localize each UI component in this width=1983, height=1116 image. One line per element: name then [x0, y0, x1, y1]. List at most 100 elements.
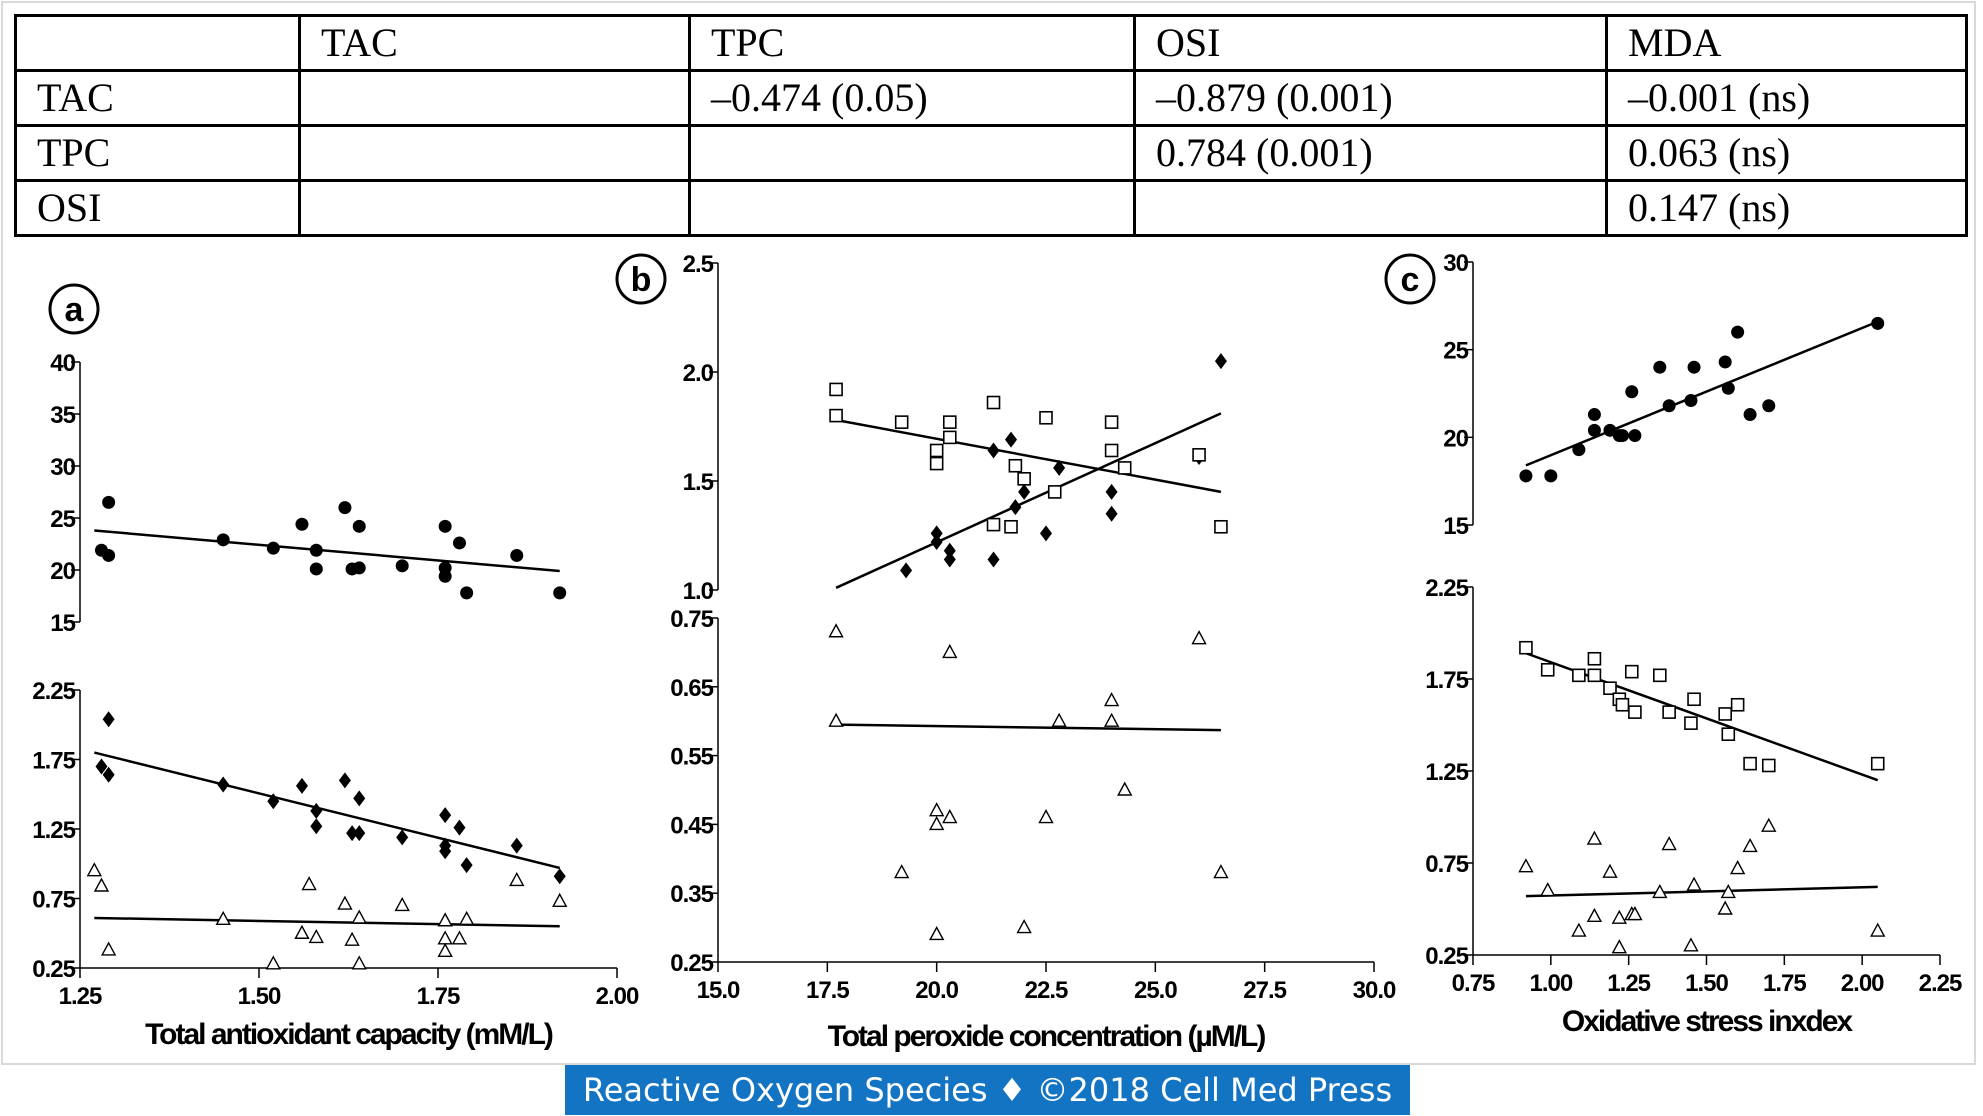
- data-point-triangle: [1571, 922, 1587, 937]
- subplot: 0.25 0.35 0.45 0.55 0.65 0.75: [670, 606, 1229, 977]
- chart-panel-a: a 1.25 1.50 1.75 2.00 Total antioxidant capac…: [32, 283, 640, 1051]
- y-tick-label: 2.25: [32, 678, 75, 705]
- data-series: [1519, 316, 1885, 483]
- data-point-circle: [102, 548, 116, 562]
- data-point-square: [1721, 727, 1736, 742]
- y-tick-label: 0.75: [670, 606, 713, 633]
- x-tick-label: 17.5: [806, 977, 849, 1004]
- table-cell: 0.147 (ns): [1605, 179, 1968, 237]
- data-point-diamond: [943, 542, 956, 559]
- y-tick-label: 35: [50, 402, 75, 429]
- y-tick-label: 30: [1443, 250, 1468, 277]
- data-point-triangle: [301, 876, 317, 891]
- data-point-square: [1047, 485, 1062, 499]
- data-point-triangle: [265, 955, 281, 970]
- y-tick-label: 1.25: [32, 817, 75, 844]
- y-tick-label: 2.25: [1425, 575, 1468, 602]
- data-point-circle: [452, 536, 466, 550]
- data-point-triangle: [394, 896, 410, 912]
- data-point-triangle: [894, 864, 910, 879]
- data-point-triangle: [1602, 863, 1618, 878]
- data-point-circle: [1687, 360, 1701, 374]
- data-point-diamond: [1009, 499, 1022, 516]
- trend-line: [94, 751, 561, 870]
- data-point-diamond: [943, 551, 956, 568]
- y-tick-label: 1.75: [32, 748, 75, 775]
- data-point-circle: [1587, 408, 1601, 422]
- data-point-square: [829, 408, 843, 423]
- data-point-circle: [1731, 325, 1745, 339]
- data-point-circle: [1684, 394, 1698, 408]
- data-point-triangle: [942, 809, 958, 824]
- data-point-circle: [395, 559, 409, 573]
- table-cell: –0.474 (0.05): [688, 69, 1136, 127]
- data-point-diamond: [1040, 525, 1052, 542]
- x-tick-label: 20.0: [915, 977, 958, 1004]
- table-cell: [298, 69, 691, 127]
- data-point-triangle: [1686, 876, 1702, 891]
- data-point-diamond: [353, 790, 366, 807]
- data-point-square: [1615, 697, 1630, 712]
- data-point-circle: [338, 501, 352, 515]
- subplot: 0.25 0.75 1.25 1.75 2.25: [32, 678, 568, 983]
- data-point-triangle: [828, 623, 844, 638]
- data-point-triangle: [86, 862, 102, 877]
- data-point-triangle: [351, 955, 367, 970]
- data-point-circle: [1721, 381, 1735, 395]
- copyright-footer: Reactive Oxygen Species ♦ ©2018 Cell Med…: [565, 1065, 1410, 1115]
- data-point-diamond: [439, 807, 452, 824]
- data-point-triangle: [828, 712, 844, 727]
- data-point-diamond: [310, 818, 323, 835]
- y-tick-label: 40: [50, 350, 75, 377]
- table-header-cell: MDA: [1605, 14, 1968, 72]
- data-point-circle: [1625, 385, 1639, 399]
- trend-line: [836, 723, 1221, 732]
- table-header-cell: OSI: [1133, 14, 1608, 72]
- data-point-triangle: [1103, 712, 1120, 727]
- data-point-diamond: [439, 843, 452, 860]
- data-point-triangle: [942, 643, 958, 659]
- data-point-triangle: [1611, 939, 1628, 954]
- y-tick-label: 0.45: [670, 812, 713, 839]
- data-point-triangle: [509, 871, 525, 887]
- y-tick-label: 20: [50, 558, 75, 585]
- data-point-triangle: [1652, 883, 1668, 899]
- data-point-square: [1718, 707, 1732, 721]
- x-axis-title: Total peroxide concentration (µM/L): [828, 1020, 1266, 1053]
- data-point-circle: [266, 541, 280, 555]
- data-point-circle: [102, 495, 116, 509]
- data-point-triangle: [1870, 922, 1886, 937]
- data-series: [828, 623, 1229, 941]
- data-point-circle: [1572, 443, 1586, 457]
- x-tick-label: 0.75: [1452, 970, 1495, 997]
- y-tick-label: 1.75: [1425, 667, 1468, 694]
- data-point-diamond: [95, 758, 108, 775]
- data-point-diamond: [510, 837, 523, 854]
- x-tick-label: 1.25: [59, 983, 102, 1010]
- data-series: [835, 353, 1227, 589]
- data-point-square: [1587, 651, 1602, 666]
- data-point-circle: [309, 562, 323, 576]
- data-point-triangle: [1586, 907, 1603, 923]
- x-tick-label: 1.75: [417, 983, 460, 1010]
- table-cell: –0.879 (0.001): [1133, 69, 1608, 127]
- data-point-circle: [1871, 316, 1885, 330]
- data-point-triangle: [928, 815, 945, 831]
- data-point-triangle: [1720, 883, 1736, 899]
- y-tick-label: 25: [50, 506, 75, 533]
- y-tick-label: 0.35: [670, 881, 713, 908]
- data-point-square: [942, 415, 957, 429]
- x-tick-label: 2.00: [596, 983, 639, 1010]
- y-tick-label: 0.55: [670, 744, 713, 771]
- panel-letter: a: [65, 291, 85, 329]
- data-point-square: [1624, 664, 1639, 679]
- data-point-circle: [460, 586, 474, 600]
- data-point-circle: [1743, 408, 1757, 422]
- data-point-square: [1587, 668, 1602, 683]
- data-point-diamond: [295, 777, 308, 794]
- y-tick-label: 0.25: [1425, 943, 1468, 970]
- subplot: 1.0 1.5 2.0 2.5: [683, 251, 1228, 605]
- data-point-diamond: [310, 802, 323, 819]
- data-point-triangle: [928, 926, 945, 941]
- data-point-circle: [352, 519, 366, 533]
